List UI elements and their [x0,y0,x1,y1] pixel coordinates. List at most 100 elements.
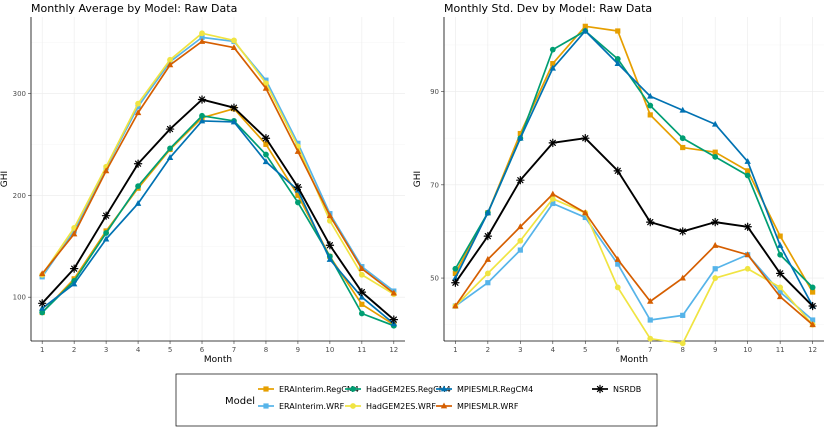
x-tick-label: 8 [680,346,684,354]
data-point [647,297,654,304]
data-point [647,317,653,323]
data-point [680,312,686,318]
data-point [69,264,79,273]
series-line [41,120,395,325]
series-line [41,114,395,327]
data-point [549,195,556,202]
series-line [454,30,814,307]
data-point [199,34,205,40]
series-mpiesmlr-regcm4 [38,117,398,327]
data-point [744,172,751,179]
data-point [810,289,816,295]
data-point [614,56,621,62]
data-point [485,280,491,286]
legend-key-marker [440,385,448,392]
right-chart-panel: Monthly Std. Dev by Model: Raw Data 50 70 9… [413,2,824,365]
data-point [614,255,621,262]
data-point [550,200,556,207]
legend-key-marker [440,402,448,409]
data-point [38,304,46,311]
chart-title: Monthly Average by Model: Raw Data [31,2,237,15]
y-axis-title: GHI [413,171,423,187]
data-point [775,269,785,278]
data-point [516,175,525,185]
data-point [452,265,459,272]
data-point [484,270,491,277]
data-point [614,284,621,291]
data-point [483,231,493,241]
data-point [711,120,719,127]
series-mpiesmlr-wrf [38,37,398,296]
data-point [809,284,816,291]
y-tick-label: 300 [13,90,26,98]
x-tick-label: 12 [389,346,398,354]
legend-item-erainterim-regcm4: ERAInterim.RegCM4 [258,385,359,394]
data-point [452,302,459,309]
data-point [776,241,784,248]
data-point [230,118,238,125]
data-point [614,60,621,67]
data-point [70,280,78,287]
data-point [231,37,237,44]
data-point [293,182,303,192]
data-point [101,211,111,220]
data-point [549,64,557,71]
data-point [777,251,784,258]
series-nsrdb [37,95,399,324]
legend-item-erainterim-wrf: ERAInterim.WRF [258,402,345,411]
data-point [776,293,784,300]
series-nsrdb [451,134,817,311]
y-tick-label: 90 [430,88,439,96]
series-line [454,197,814,345]
legend-label: MPIESMLR.WRF [457,402,519,411]
legend-item-mpiesmlr-wrf: MPIESMLR.WRF [436,402,519,411]
x-tick-label: 11 [776,346,785,354]
x-tick-label: 2 [72,346,76,354]
data-point [452,270,458,277]
x-tick-label: 12 [808,346,817,354]
x-axis-title: Month [620,355,648,365]
data-point [549,46,556,53]
x-tick-label: 4 [551,346,556,354]
data-point [102,167,110,174]
y-tick-label: 70 [430,181,439,189]
data-point [777,233,783,239]
series-line [41,36,395,292]
data-point [744,251,751,258]
left-chart-panel: Monthly Average by Model: Raw Data 100 200… [0,2,405,365]
data-point [295,140,301,146]
x-tick-label: 1 [40,346,44,354]
data-point [263,77,269,83]
data-point [679,340,686,347]
legend-label: ERAInterim.RegCM4 [279,385,359,394]
legend-key-marker [350,386,356,392]
x-tick-label: 10 [743,346,752,354]
data-point [326,255,334,262]
chart-title: Monthly Std. Dev by Model: Raw Data [444,2,652,15]
legend-label: NSRDB [613,385,641,394]
x-tick-label: 7 [232,346,236,354]
data-point [390,289,398,296]
x-tick-label: 11 [357,346,366,354]
data-point [135,183,141,190]
x-tick-label: 9 [713,346,717,354]
data-point [581,134,590,143]
data-point [744,265,751,272]
legend-label: HadGEM2ES.RegCM4 [366,385,451,394]
data-point [615,261,621,267]
data-point [134,109,142,116]
data-point [712,149,718,155]
data-point [517,134,524,141]
data-point [326,212,334,219]
legend-box [175,373,658,427]
data-point [647,112,653,118]
data-point [712,153,719,160]
data-point [134,199,142,206]
data-point [712,275,719,281]
data-point [295,199,301,206]
data-point [711,241,719,248]
legend-label: MPIESMLR.RegCM4 [457,385,533,394]
data-point [582,23,588,29]
series-line [454,137,814,307]
